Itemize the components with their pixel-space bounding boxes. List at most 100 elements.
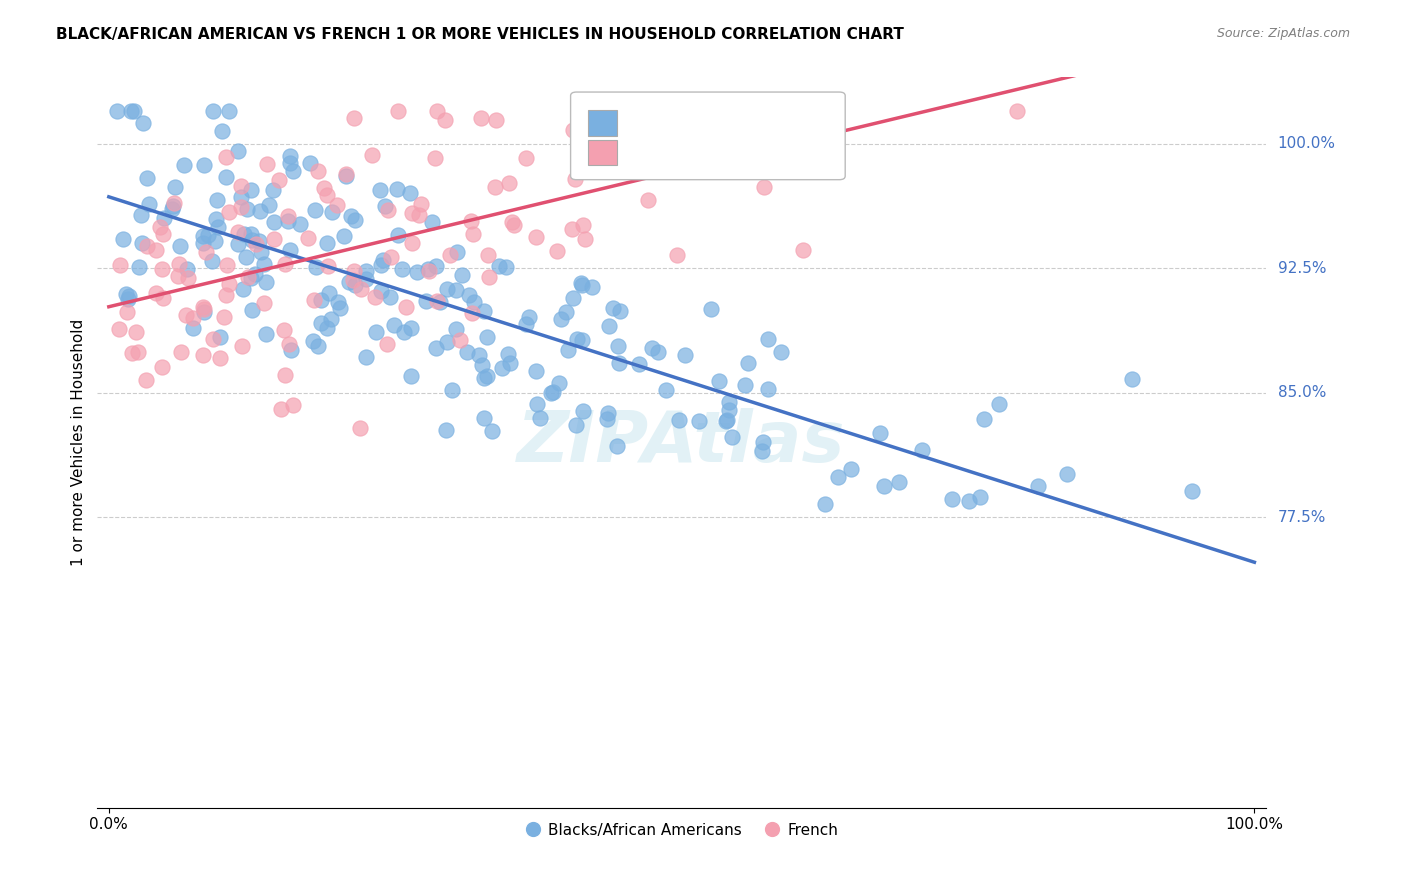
Text: 198: 198 bbox=[759, 113, 794, 132]
Point bbox=[201, 332, 224, 346]
Point bbox=[307, 339, 329, 353]
Point bbox=[253, 296, 276, 310]
Point bbox=[501, 215, 523, 229]
Point bbox=[217, 258, 239, 272]
Point bbox=[191, 348, 214, 362]
Point bbox=[582, 149, 605, 163]
Point bbox=[375, 337, 398, 351]
Point bbox=[278, 156, 301, 170]
Point bbox=[214, 310, 236, 324]
Point bbox=[337, 275, 360, 289]
Point bbox=[193, 301, 215, 316]
Point bbox=[478, 269, 501, 284]
Point bbox=[387, 103, 409, 118]
Point bbox=[827, 470, 849, 484]
Point bbox=[326, 198, 349, 212]
Point bbox=[311, 293, 333, 307]
Point bbox=[814, 498, 837, 512]
Point bbox=[627, 152, 650, 166]
Point bbox=[231, 339, 253, 353]
Point bbox=[136, 171, 159, 186]
Point bbox=[297, 231, 319, 245]
Point bbox=[415, 294, 437, 309]
Point bbox=[456, 344, 478, 359]
Text: 118: 118 bbox=[759, 143, 794, 161]
Point bbox=[267, 173, 290, 187]
Point bbox=[344, 277, 367, 292]
Point bbox=[710, 103, 733, 118]
Point bbox=[756, 382, 779, 396]
Point bbox=[240, 183, 263, 197]
Point bbox=[463, 294, 485, 309]
Point bbox=[191, 300, 214, 314]
Point bbox=[207, 220, 229, 235]
Point bbox=[485, 113, 508, 128]
Point bbox=[426, 103, 449, 118]
Point bbox=[451, 268, 474, 282]
Point bbox=[183, 311, 205, 326]
Text: 92.5%: 92.5% bbox=[1278, 260, 1326, 276]
Point bbox=[145, 243, 167, 257]
Point bbox=[426, 294, 449, 309]
Point bbox=[716, 139, 738, 153]
Point bbox=[254, 326, 277, 341]
Point bbox=[720, 430, 742, 444]
Text: 77.5%: 77.5% bbox=[1278, 510, 1326, 524]
Point bbox=[425, 341, 447, 355]
Point bbox=[461, 306, 484, 320]
Point bbox=[385, 182, 408, 196]
Point bbox=[1026, 479, 1049, 493]
Point bbox=[380, 250, 402, 264]
Point bbox=[197, 228, 219, 243]
Point bbox=[481, 424, 503, 438]
Point bbox=[218, 204, 240, 219]
Point bbox=[112, 232, 135, 246]
Point bbox=[565, 418, 588, 433]
Point bbox=[342, 272, 364, 286]
Text: BLACK/AFRICAN AMERICAN VS FRENCH 1 OR MORE VEHICLES IN HOUSEHOLD CORRELATION CHA: BLACK/AFRICAN AMERICAN VS FRENCH 1 OR MO… bbox=[56, 27, 904, 42]
Point bbox=[215, 150, 238, 164]
Point bbox=[262, 183, 284, 197]
Point bbox=[408, 208, 430, 222]
Point bbox=[401, 321, 423, 335]
Point bbox=[263, 232, 285, 246]
Point bbox=[401, 236, 423, 251]
Point bbox=[136, 239, 159, 253]
Point bbox=[449, 333, 471, 347]
Point bbox=[714, 414, 737, 428]
Point bbox=[752, 434, 775, 449]
Point bbox=[270, 402, 292, 417]
Point bbox=[176, 262, 198, 277]
Point bbox=[382, 318, 405, 332]
Point bbox=[540, 385, 562, 400]
Point bbox=[114, 286, 136, 301]
Point bbox=[124, 103, 146, 118]
Point bbox=[193, 305, 215, 319]
Point bbox=[475, 330, 498, 344]
Point bbox=[333, 228, 356, 243]
Point bbox=[477, 248, 499, 262]
Point bbox=[274, 368, 297, 383]
Point bbox=[499, 356, 522, 370]
Point bbox=[564, 171, 586, 186]
Point bbox=[335, 167, 357, 181]
Point bbox=[129, 208, 152, 222]
Point bbox=[756, 332, 779, 346]
Point bbox=[302, 293, 325, 307]
Point bbox=[253, 257, 276, 271]
Point bbox=[700, 302, 723, 317]
Point bbox=[458, 287, 481, 301]
Point bbox=[231, 179, 253, 194]
Point bbox=[471, 359, 494, 373]
Point bbox=[228, 145, 250, 159]
Point bbox=[607, 339, 630, 353]
Point bbox=[250, 245, 273, 260]
Point bbox=[165, 180, 187, 194]
Point bbox=[429, 294, 451, 309]
Point bbox=[434, 113, 457, 128]
Point bbox=[488, 260, 510, 274]
Point bbox=[329, 301, 352, 315]
Point bbox=[249, 203, 271, 218]
Point bbox=[561, 222, 583, 236]
Point bbox=[316, 321, 339, 335]
